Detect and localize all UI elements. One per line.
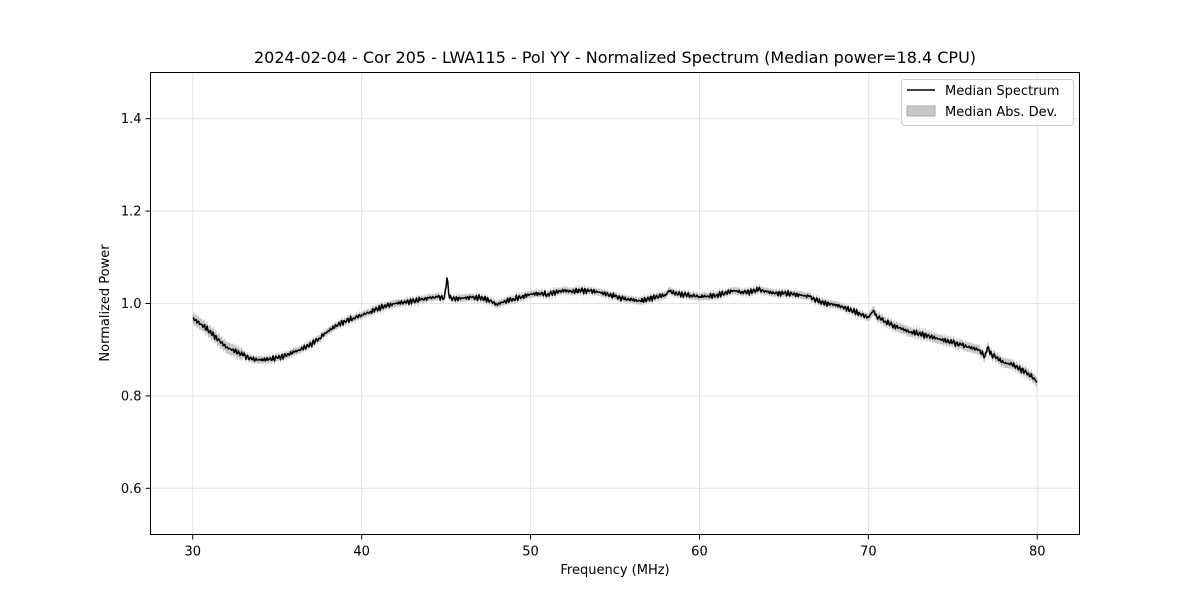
x-tick-label: 30 xyxy=(184,545,201,560)
x-tick-label: 50 xyxy=(522,545,539,560)
legend-median-spectrum-label: Median Spectrum xyxy=(945,84,1059,99)
y-axis-ticks: 0.6 0.8 1.0 1.2 1.4 xyxy=(121,112,151,497)
legend: Median Spectrum Median Abs. Dev. xyxy=(901,79,1074,126)
x-tick-label: 40 xyxy=(353,545,370,560)
y-tick-label: 1.4 xyxy=(121,112,142,127)
legend-mad-band-swatch xyxy=(906,105,936,117)
legend-box xyxy=(901,79,1074,126)
y-tick-label: 1.0 xyxy=(121,297,142,312)
mad-band xyxy=(192,274,1038,387)
x-tick-label: 60 xyxy=(691,545,708,560)
x-axis-ticks: 30 40 50 60 70 80 xyxy=(184,534,1046,560)
mad-band-layer xyxy=(192,274,1038,387)
legend-mad-label: Median Abs. Dev. xyxy=(945,105,1057,120)
grid-layer xyxy=(150,72,1080,535)
x-tick-label: 80 xyxy=(1029,545,1046,560)
median-spectrum-line xyxy=(192,277,1038,383)
y-tick-label: 0.6 xyxy=(121,482,142,497)
y-tick-label: 0.8 xyxy=(121,389,142,404)
y-tick-label: 1.2 xyxy=(121,205,142,220)
x-axis-label: Frequency (MHz) xyxy=(560,563,669,578)
median-spectrum-layer xyxy=(192,277,1038,383)
chart-title: 2024-02-04 - Cor 205 - LWA115 - Pol YY -… xyxy=(254,48,976,67)
x-tick-label: 70 xyxy=(860,545,877,560)
y-axis-label: Normalized Power xyxy=(98,244,113,362)
